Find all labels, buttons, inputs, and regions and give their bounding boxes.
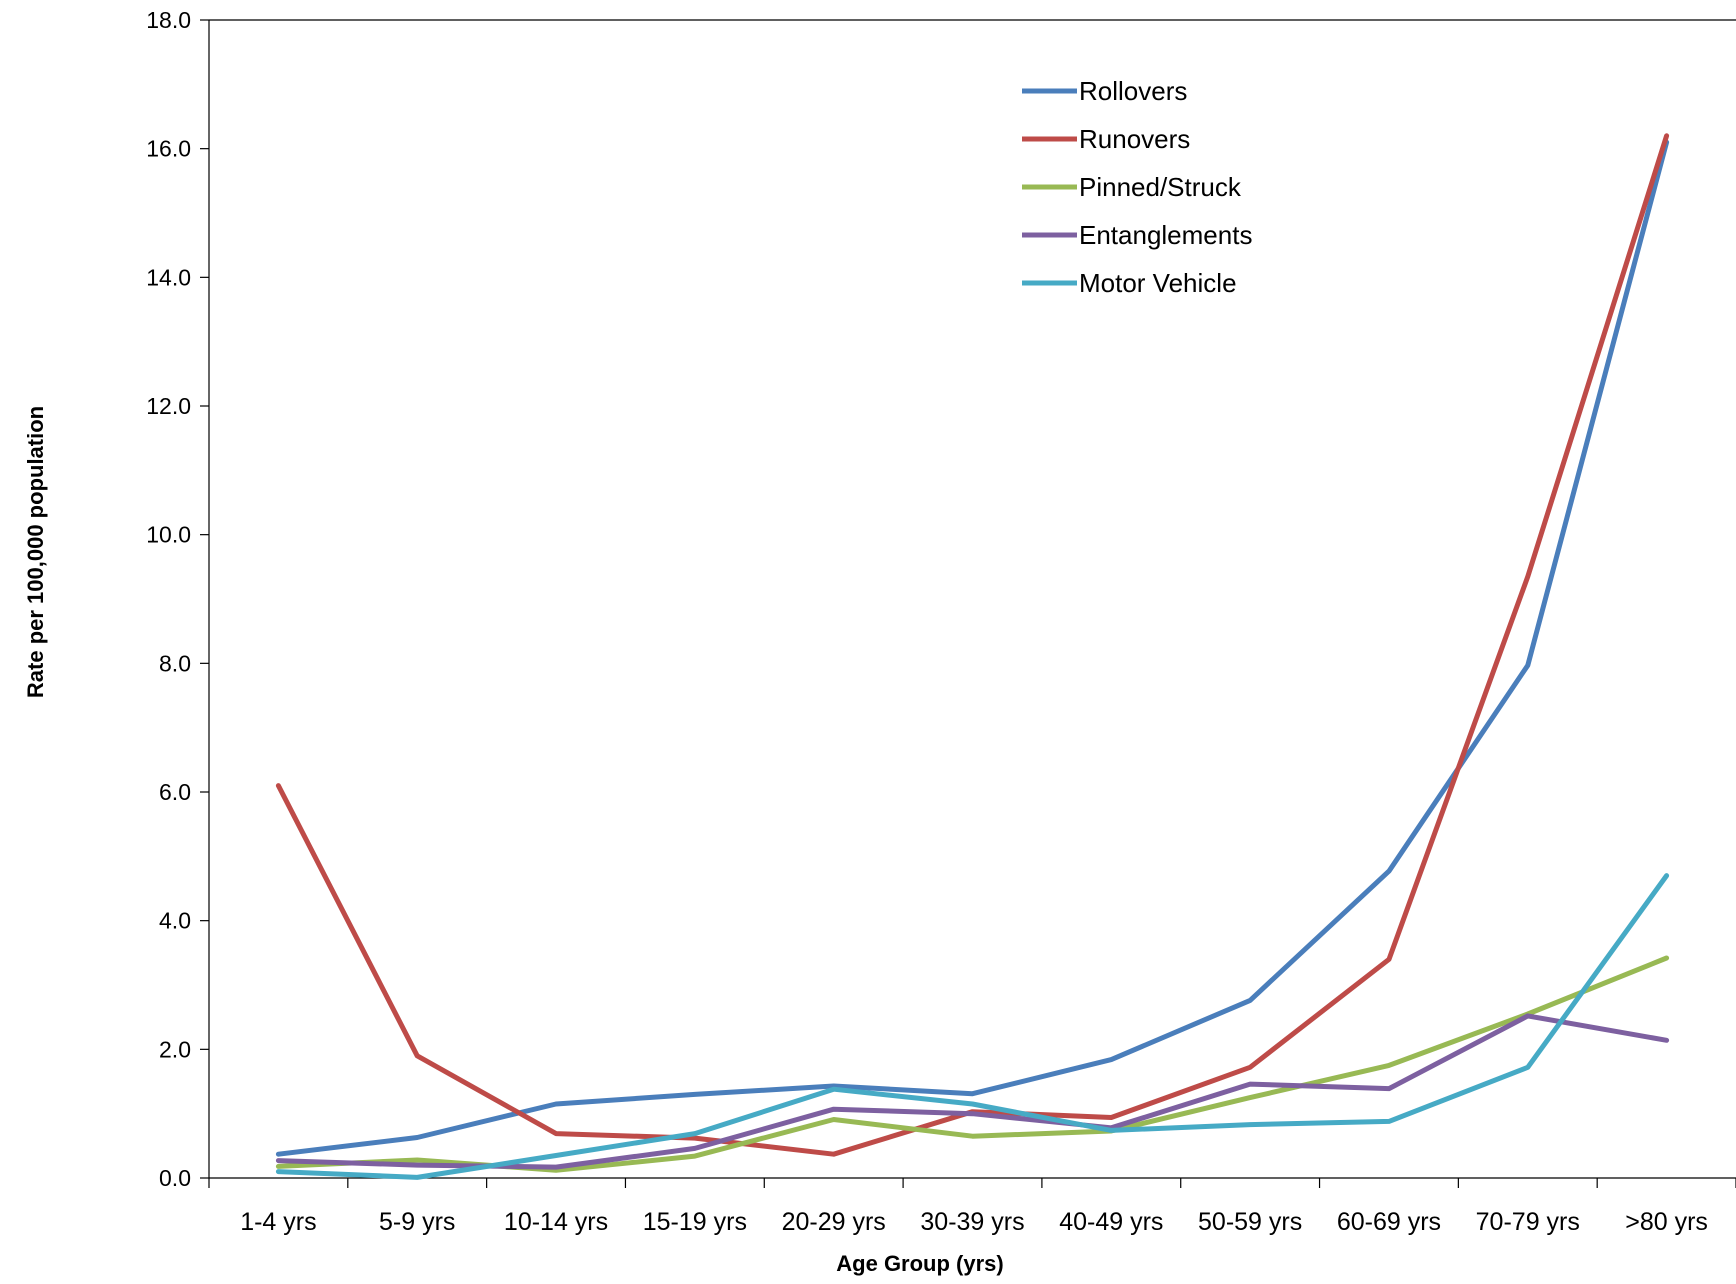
y-axis-title: Rate per 100,000 population bbox=[23, 406, 48, 698]
x-tick-label: 70-79 yrs bbox=[1476, 1208, 1580, 1236]
x-tick-label: 1-4 yrs bbox=[240, 1208, 316, 1236]
y-tick-label: 10.0 bbox=[146, 522, 191, 548]
x-tick-label: 15-19 yrs bbox=[643, 1208, 747, 1236]
y-tick-label: 2.0 bbox=[159, 1036, 191, 1062]
x-tick-label: 30-39 yrs bbox=[920, 1208, 1024, 1236]
series-line-runovers bbox=[275, 133, 1670, 1157]
y-tick-label: 4.0 bbox=[159, 908, 191, 934]
y-tick-label: 6.0 bbox=[159, 779, 191, 805]
y-tick-label: 16.0 bbox=[146, 136, 191, 162]
legend-label: Pinned/Struck bbox=[1079, 172, 1242, 202]
legend-label: Rollovers bbox=[1079, 76, 1187, 106]
y-tick-label: 0.0 bbox=[159, 1165, 191, 1191]
series-line-pinned-struck bbox=[275, 955, 1670, 1173]
legend-label: Runovers bbox=[1079, 124, 1190, 154]
x-tick-label: 10-14 yrs bbox=[504, 1208, 608, 1236]
y-tick-label: 14.0 bbox=[146, 264, 191, 290]
series-lines bbox=[275, 133, 1670, 1180]
axes: 0.0 2.0 4.0 6.0 8.0 10.0 12.0 14.0 16.0 18.0 1-4 y… bbox=[146, 7, 1736, 1236]
y-tick-label: 8.0 bbox=[159, 650, 191, 676]
series-line-rollovers bbox=[275, 139, 1670, 1157]
x-tick-label: 20-29 yrs bbox=[782, 1208, 886, 1236]
x-tick-label: >80 yrs bbox=[1625, 1208, 1708, 1236]
x-axis-title: Age Group (yrs) bbox=[836, 1251, 1003, 1276]
x-tick-label: 40-49 yrs bbox=[1059, 1208, 1163, 1236]
legend-label: Motor Vehicle bbox=[1079, 268, 1237, 298]
legend-label: Entanglements bbox=[1079, 220, 1252, 250]
y-tick-label: 12.0 bbox=[146, 393, 191, 419]
y-tick-label: 18.0 bbox=[146, 7, 191, 33]
x-tick-label: 5-9 yrs bbox=[379, 1208, 455, 1236]
legend: Rollovers Runovers Pinned/Struck Entangleme… bbox=[1022, 76, 1252, 298]
series-line-motor-vehicle bbox=[275, 873, 1670, 1180]
x-tick-label: 50-59 yrs bbox=[1198, 1208, 1302, 1236]
series-line-entanglements bbox=[275, 1013, 1670, 1170]
x-tick-label: 60-69 yrs bbox=[1337, 1208, 1441, 1236]
